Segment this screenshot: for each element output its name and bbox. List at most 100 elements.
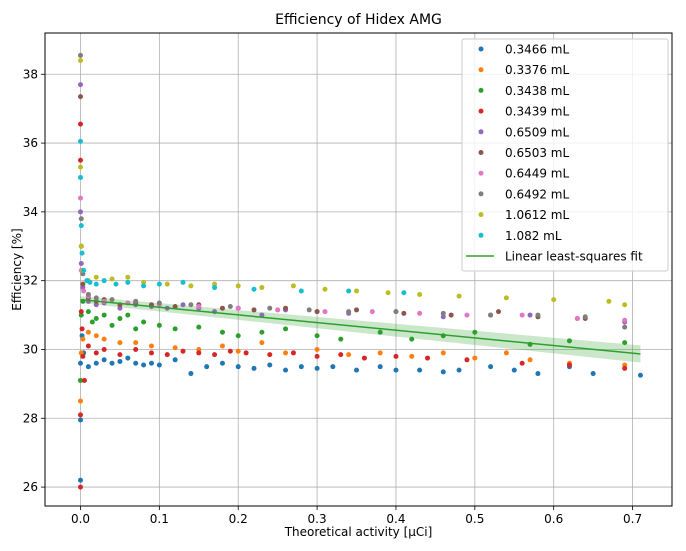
data-point bbox=[148, 350, 154, 356]
data-point bbox=[440, 350, 446, 356]
data-point bbox=[188, 302, 194, 308]
legend: 0.3466 mL 0.3376 mL 0.3438 mL 0.3439 mL 0.65… bbox=[461, 38, 669, 272]
legend-label: 0.6492 mL bbox=[505, 187, 569, 201]
data-point bbox=[85, 309, 91, 315]
y-tick-label: 38 bbox=[23, 67, 38, 81]
legend-label: 0.6449 mL bbox=[505, 167, 569, 181]
data-point bbox=[77, 398, 83, 404]
data-point bbox=[77, 82, 83, 88]
data-point bbox=[148, 343, 154, 349]
data-point bbox=[93, 316, 99, 322]
data-point bbox=[101, 346, 107, 352]
data-point bbox=[330, 364, 336, 370]
data-point bbox=[377, 364, 383, 370]
x-tick-label: 0.6 bbox=[544, 512, 563, 526]
data-point bbox=[196, 346, 202, 352]
data-point bbox=[78, 216, 84, 222]
data-point bbox=[219, 360, 225, 366]
data-point bbox=[566, 362, 572, 368]
data-point bbox=[81, 377, 87, 383]
data-point bbox=[133, 346, 139, 352]
data-point bbox=[227, 348, 233, 354]
data-point bbox=[235, 364, 241, 370]
data-point bbox=[235, 333, 241, 339]
data-point bbox=[227, 303, 233, 309]
legend-label: 0.3439 mL bbox=[505, 105, 569, 119]
data-point bbox=[77, 209, 83, 215]
data-point bbox=[125, 279, 131, 285]
data-point bbox=[77, 164, 83, 170]
legend-label: 0.3438 mL bbox=[505, 84, 569, 98]
data-point bbox=[109, 276, 115, 282]
data-point bbox=[535, 371, 541, 377]
data-point bbox=[196, 350, 202, 356]
data-point bbox=[109, 322, 115, 328]
data-point bbox=[77, 477, 83, 483]
fit-line bbox=[80, 298, 641, 355]
data-point bbox=[93, 333, 99, 339]
data-point bbox=[133, 360, 139, 366]
data-point bbox=[417, 291, 423, 297]
data-point bbox=[464, 312, 470, 318]
data-point bbox=[141, 279, 147, 285]
data-point bbox=[464, 357, 470, 363]
data-point bbox=[354, 288, 360, 294]
data-point bbox=[361, 355, 367, 361]
data-point bbox=[393, 367, 399, 373]
data-point bbox=[409, 336, 415, 342]
data-point bbox=[164, 352, 170, 358]
legend-label: 0.3376 mL bbox=[505, 63, 569, 77]
data-point bbox=[314, 353, 320, 359]
legend-marker bbox=[478, 129, 484, 135]
series-group bbox=[77, 329, 628, 404]
data-point bbox=[101, 278, 107, 284]
series-group bbox=[77, 298, 628, 383]
data-point bbox=[377, 329, 383, 335]
data-point bbox=[77, 360, 83, 366]
legend-label: 0.3466 mL bbox=[505, 43, 569, 57]
x-tick-label: 0.0 bbox=[71, 512, 90, 526]
data-point bbox=[622, 340, 628, 346]
legend-label: 0.6503 mL bbox=[505, 146, 569, 160]
data-point bbox=[582, 314, 588, 320]
legend-label: 0.6509 mL bbox=[505, 125, 569, 139]
legend-marker bbox=[478, 232, 484, 238]
data-point bbox=[346, 352, 352, 358]
data-point bbox=[511, 367, 517, 373]
data-point bbox=[113, 281, 119, 287]
data-point bbox=[77, 94, 83, 100]
data-point bbox=[77, 484, 83, 490]
data-point bbox=[156, 281, 162, 287]
data-point bbox=[81, 288, 87, 294]
fit-line-segment bbox=[80, 298, 641, 355]
series-group bbox=[77, 52, 628, 330]
data-point bbox=[472, 355, 478, 361]
data-point bbox=[488, 312, 494, 318]
data-point bbox=[622, 302, 628, 308]
series-group bbox=[77, 121, 628, 490]
x-tick-label: 0.4 bbox=[386, 512, 405, 526]
data-point bbox=[80, 336, 86, 342]
data-point bbox=[133, 326, 139, 332]
data-point bbox=[417, 367, 423, 373]
data-point bbox=[456, 367, 462, 373]
data-point bbox=[80, 281, 86, 287]
data-point bbox=[77, 52, 83, 58]
data-point bbox=[354, 367, 360, 373]
data-point bbox=[259, 340, 265, 346]
y-ticks: 26 28 30 32 34 36 38 bbox=[23, 67, 45, 494]
data-point bbox=[283, 367, 289, 373]
data-point bbox=[267, 305, 273, 311]
data-point bbox=[79, 250, 85, 256]
data-point bbox=[566, 338, 572, 344]
data-point bbox=[306, 307, 312, 313]
data-point bbox=[440, 369, 446, 375]
data-point bbox=[125, 312, 131, 318]
data-point bbox=[503, 295, 509, 301]
plot-frame bbox=[44, 32, 673, 507]
data-point bbox=[235, 348, 241, 354]
data-point bbox=[172, 357, 178, 363]
data-point bbox=[354, 307, 360, 313]
data-point bbox=[338, 336, 344, 342]
